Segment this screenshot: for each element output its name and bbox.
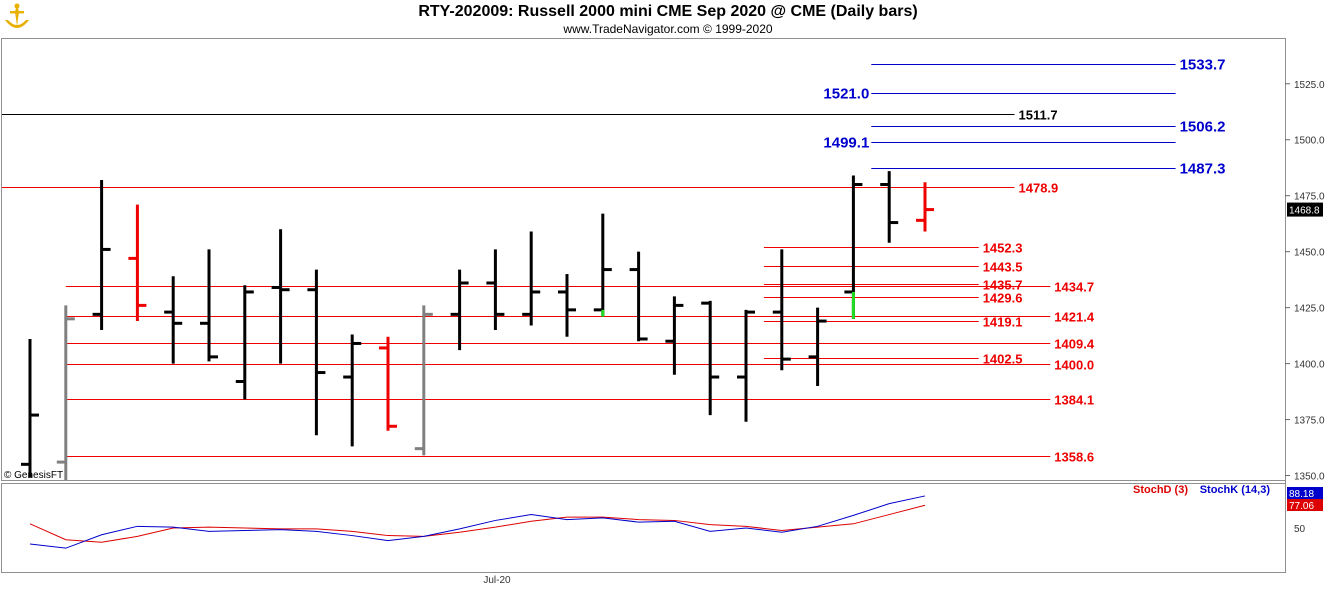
logo-icon [2,2,32,39]
level-label-8: 1443.5 [983,260,1023,275]
stoch-legend-k: StochK (14,3) [1200,484,1271,496]
stoch-last-box-0 [1287,487,1323,499]
stoch-legend-d: StochD (3) [1133,484,1188,496]
price-tick-label-4: 1450.0 [1294,248,1325,259]
level-label-3: 1506.2 [1180,119,1226,136]
price-tick-label-0: 1350.0 [1294,472,1325,483]
level-label-15: 1402.5 [983,352,1023,367]
stoch-last-label-0: 88.18 [1289,489,1314,500]
stoch-last-label-1: 77.06 [1289,501,1314,512]
level-label-9: 1435.7 [983,278,1023,293]
level-label-14: 1409.4 [1054,337,1095,352]
price-tick-label-7: 1525.0 [1294,80,1325,91]
level-label-17: 1384.1 [1054,393,1094,408]
stoch-line-1 [29,495,926,549]
level-label-11: 1429.6 [983,291,1023,306]
level-label-6: 1478.9 [1019,181,1059,196]
level-label-18: 1358.6 [1054,450,1094,465]
level-label-13: 1419.1 [983,315,1023,330]
stoch-lines [29,495,926,549]
chart-subtitle: www.TradeNavigator.com © 1999-2020 [563,22,773,36]
level-label-4: 1499.1 [823,135,869,152]
watermark: © GenesisFT [4,470,63,481]
level-label-5: 1487.3 [1180,161,1226,178]
price-panel-frame [1,38,1286,481]
stoch-panel-frame [1,483,1286,573]
price-bars [21,171,934,480]
level-label-2: 1511.7 [1019,108,1058,123]
price-tick-label-2: 1400.0 [1294,360,1325,371]
price-axis: 1350.0 1375.0 1400.0 1425.0 1450.0 1475.0 1500… [1285,80,1325,483]
last-price-box [1287,202,1323,217]
x-axis-label: Jul-20 [483,575,511,586]
stoch-tick-label-0: 50 [1294,524,1306,535]
level-label-7: 1452.3 [983,241,1023,256]
level-label-16: 1400.0 [1054,358,1094,373]
chart-title: RTY-202009: Russell 2000 mini CME Sep 20… [418,3,918,20]
level-label-12: 1421.4 [1054,310,1095,325]
level-label-10: 1434.7 [1054,280,1094,295]
price-tick-label-5: 1475.0 [1294,192,1325,203]
price-levels: 1533.7 1521.0 1511.7 1506.2 1499.1 1487.3 1478… [2,57,1225,465]
price-tick-label-6: 1500.0 [1294,136,1325,147]
price-tick-label-3: 1425.0 [1294,304,1325,315]
last-price-label: 1468.8 [1289,206,1320,217]
level-label-0: 1533.7 [1180,57,1226,74]
price-tick-label-1: 1375.0 [1294,416,1325,427]
stoch-last-box-1 [1287,499,1323,511]
level-label-1: 1521.0 [823,86,869,103]
